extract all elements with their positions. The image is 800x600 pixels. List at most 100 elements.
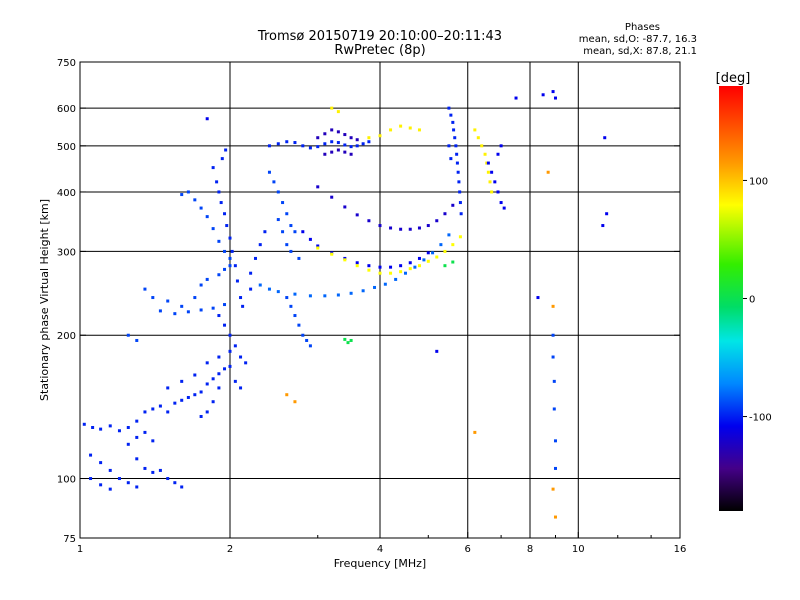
data-point (323, 142, 327, 146)
data-point (541, 93, 545, 97)
data-point (330, 140, 334, 144)
data-point (499, 144, 503, 148)
data-point (108, 424, 112, 428)
data-point (343, 133, 347, 137)
data-point (223, 323, 227, 327)
data-point (389, 271, 393, 275)
data-point (239, 355, 243, 359)
data-point (233, 344, 237, 348)
data-point (458, 235, 462, 239)
data-point (215, 180, 219, 184)
data-point (276, 290, 280, 294)
data-point (223, 267, 227, 271)
data-point (417, 264, 421, 268)
data-point (316, 145, 320, 149)
data-point (399, 270, 403, 274)
data-point (108, 487, 112, 491)
data-point (551, 487, 555, 491)
data-point (228, 349, 232, 353)
data-point (435, 255, 439, 259)
data-point (316, 246, 320, 250)
data-point (199, 414, 203, 418)
data-point (343, 143, 347, 147)
data-point (343, 337, 347, 341)
data-point (361, 142, 365, 146)
data-point (276, 190, 280, 194)
data-point (228, 236, 232, 240)
stats-line-o: mean, sd,O: -87.7, 16.3 (579, 34, 697, 45)
data-point (235, 279, 239, 283)
data-point (158, 309, 162, 313)
data-point (297, 256, 301, 260)
data-point (330, 106, 334, 110)
data-point (205, 382, 209, 386)
data-point (258, 283, 262, 287)
data-point (293, 292, 297, 296)
data-point (217, 273, 221, 277)
data-point (476, 136, 480, 140)
data-point (143, 410, 147, 414)
data-point (276, 218, 280, 222)
x-tick-label: 1 (77, 544, 83, 555)
data-point (205, 410, 209, 414)
data-point (408, 261, 412, 265)
data-point (486, 161, 490, 165)
data-point (349, 338, 353, 342)
data-point (499, 201, 503, 205)
data-point (217, 314, 221, 318)
data-point (457, 180, 461, 184)
data-point (117, 477, 121, 481)
data-point (211, 306, 215, 310)
data-point (367, 268, 371, 272)
data-point (485, 161, 489, 165)
data-point (408, 227, 412, 231)
data-point (323, 152, 327, 156)
y-axis-ticks: 75 100 200 300 400 500 600 750 (57, 58, 680, 545)
data-point (435, 349, 439, 353)
y-tick-label: 75 (63, 534, 76, 545)
data-point (151, 296, 155, 300)
data-point (553, 515, 557, 519)
data-point (455, 161, 459, 165)
data-point (211, 377, 215, 381)
data-point (293, 314, 297, 318)
x-tick-label: 2 (227, 544, 233, 555)
data-point (285, 243, 289, 247)
data-point (336, 148, 340, 152)
data-point (408, 126, 412, 130)
data-point (378, 271, 382, 275)
data-point (346, 341, 350, 345)
x-axis-ticks: 1 2 4 6 8 10 16 (77, 532, 687, 555)
data-point (486, 170, 490, 174)
data-point (367, 264, 371, 268)
y-tick-label: 500 (57, 142, 76, 153)
data-point (383, 282, 387, 286)
data-point (199, 283, 203, 287)
grid-lines (80, 62, 680, 538)
x-tick-label: 16 (674, 544, 687, 555)
data-point (443, 212, 447, 216)
data-point (316, 244, 320, 248)
data-point (267, 170, 271, 174)
data-point (126, 333, 130, 337)
data-point (451, 260, 455, 264)
data-point (126, 481, 130, 485)
data-point (536, 296, 540, 300)
data-point (267, 144, 271, 148)
data-point (389, 226, 393, 230)
data-point (323, 294, 327, 298)
data-point (330, 128, 334, 132)
chart-title: Tromsø 20150719 20:10:00–20:11:43 (257, 29, 502, 44)
data-point (82, 422, 86, 426)
data-point (435, 219, 439, 223)
data-point (316, 185, 320, 189)
data-point (403, 271, 407, 275)
data-point (399, 124, 403, 128)
data-point (605, 212, 609, 216)
data-point (151, 439, 155, 443)
data-point (551, 90, 555, 94)
data-point (305, 338, 309, 342)
y-tick-label: 200 (57, 331, 76, 342)
data-point (281, 230, 285, 234)
